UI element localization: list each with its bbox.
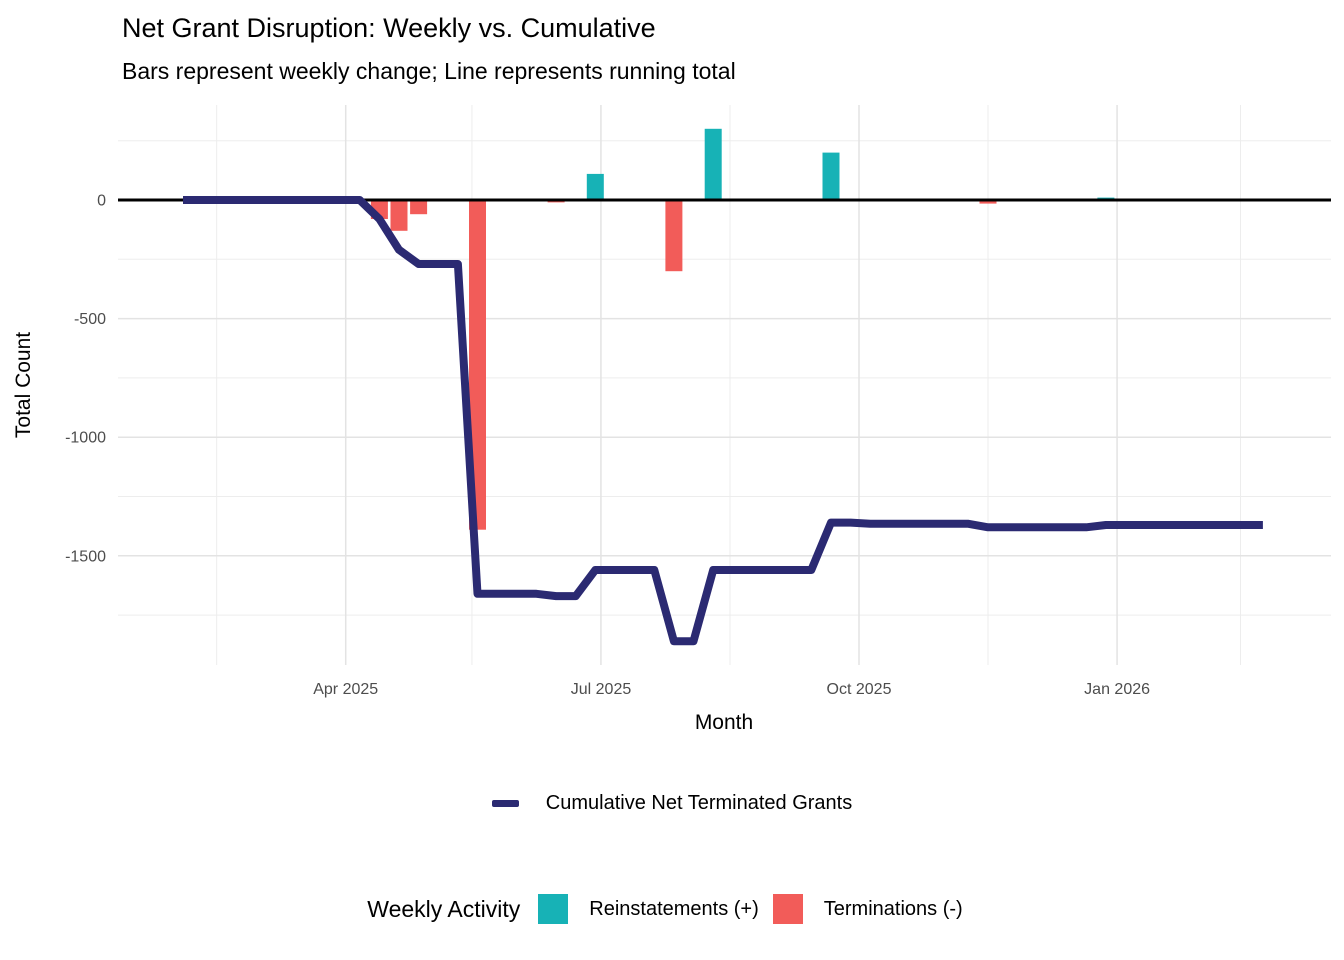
y-tick-label: -1000 <box>65 430 106 447</box>
x-tick-label: Jul 2025 <box>571 681 632 698</box>
reinstatement-bar <box>822 152 840 200</box>
x-tick-label: Oct 2025 <box>827 681 892 698</box>
termination-bar <box>469 200 486 530</box>
y-tick-label: -500 <box>74 311 106 328</box>
termination-bar <box>410 200 428 215</box>
termination-swatch-icon <box>772 894 803 924</box>
line-legend-label: Cumulative Net Terminated Grants <box>545 791 853 814</box>
line-legend-swatch-icon <box>491 799 519 807</box>
tick-labels: 0 -500 -1000 -1500 Apr 2025 Jul 2025 Oct 2025 J… <box>65 193 1150 699</box>
cumulative-line <box>183 196 1263 646</box>
bars <box>370 128 1115 530</box>
y-tick-label: -1500 <box>65 548 106 565</box>
chart-title: Net Grant Disruption: Weekly vs. Cumulat… <box>122 13 656 43</box>
chart-plot-area: 0 -500 -1000 -1500 Apr 2025 Jul 2025 Oct 2025 J… <box>12 105 1331 734</box>
bar-legend: Weekly Activity Reinstatements (+) Termi… <box>0 889 1344 929</box>
gridlines <box>118 105 1331 665</box>
legend-item-terminations: Terminations (-) <box>772 894 963 924</box>
termination-bar <box>390 200 408 231</box>
x-tick-label: Apr 2025 <box>313 681 378 698</box>
line-legend: Cumulative Net Terminated Grants <box>0 788 1344 818</box>
y-axis-title: Total Count <box>12 332 35 438</box>
termination-bar <box>979 200 997 204</box>
reinstatement-legend-label: Reinstatements (+) <box>589 897 759 920</box>
reinstatement-bar <box>704 128 722 200</box>
reinstatement-swatch-icon <box>538 894 569 924</box>
bar-legend-title: Weekly Activity <box>367 895 521 922</box>
legend-item-reinstatements: Reinstatements (+) <box>538 894 759 924</box>
x-axis-title: Month <box>695 711 753 734</box>
y-tick-label: 0 <box>97 193 106 210</box>
reinstatement-bar <box>586 173 604 200</box>
cumulative-line-group <box>183 196 1263 646</box>
termination-bar <box>665 200 683 272</box>
x-tick-label: Jan 2026 <box>1084 681 1150 698</box>
termination-legend-label: Terminations (-) <box>823 897 963 920</box>
chart-subtitle: Bars represent weekly change; Line repre… <box>122 58 736 84</box>
